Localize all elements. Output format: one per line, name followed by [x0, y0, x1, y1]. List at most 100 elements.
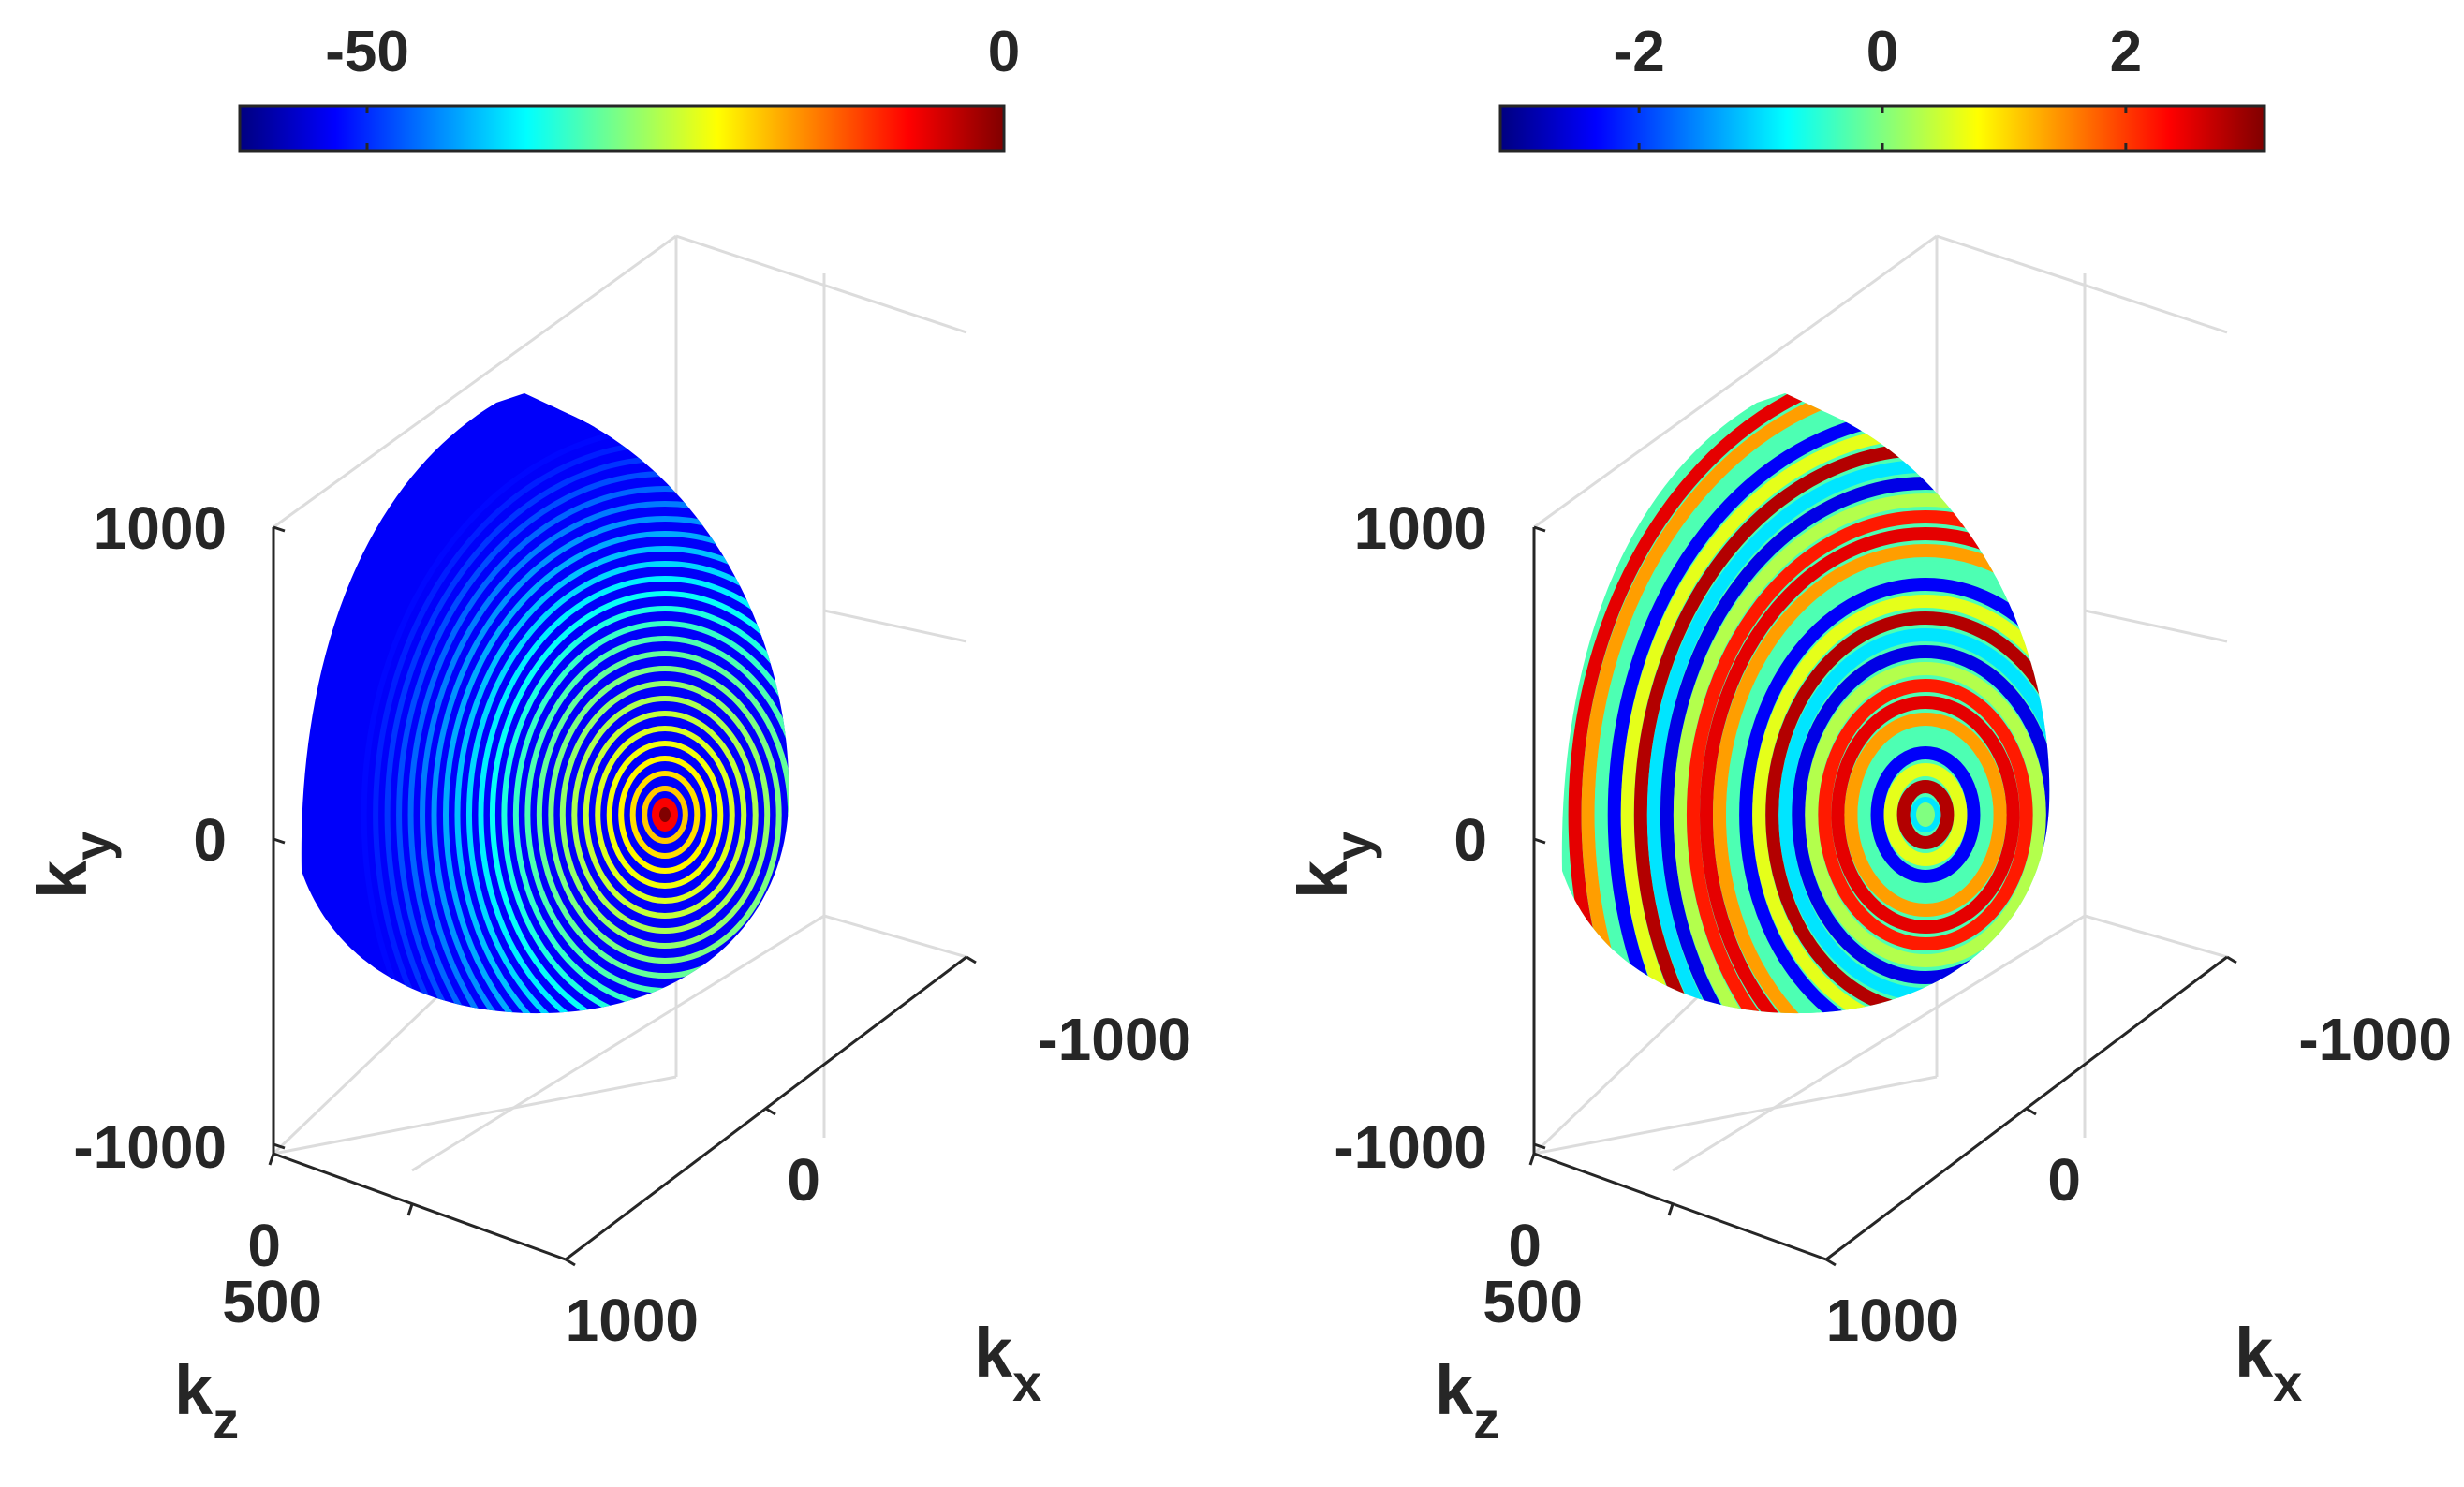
x-tick	[966, 955, 977, 964]
surface-ring	[1673, 493, 2050, 1014]
surface-ring	[642, 786, 688, 844]
x-tick-label: -1000	[2298, 1006, 2452, 1073]
z-axis-line	[273, 1152, 567, 1261]
surface-ring	[583, 711, 747, 919]
surface-ring	[1883, 763, 1968, 866]
z-tick	[1667, 1203, 1675, 1216]
x-axis-label-base: k	[974, 1314, 1013, 1391]
y-axis-label-base: k	[23, 860, 101, 899]
surface-ring	[1896, 780, 1955, 849]
surface-ring	[1713, 544, 2050, 1014]
grid-line	[2084, 914, 2228, 959]
grid-line	[823, 609, 967, 643]
x-tick-label: 0	[787, 1146, 820, 1214]
surface-ring	[1792, 645, 2050, 984]
surface-ring	[420, 501, 789, 1014]
x-axis-label-subscript: x	[1012, 1353, 1041, 1412]
z-tick-label: 0	[247, 1212, 281, 1279]
surface-ring	[618, 756, 712, 874]
surface-peak-core	[659, 807, 671, 822]
surface-ring	[1857, 729, 1994, 900]
x-tick	[2026, 1107, 2037, 1116]
x-tick	[765, 1107, 776, 1116]
z-axis-label: kz	[1435, 1351, 1499, 1450]
x-axis-label-subscript: x	[2273, 1353, 2302, 1412]
surface-ring	[1739, 578, 2050, 1014]
surface-peak	[1916, 802, 1935, 827]
colorbar-tick-label: 2	[2110, 20, 2142, 84]
y-tick	[1533, 1142, 1546, 1150]
x-tick	[2226, 955, 2237, 964]
grid-line	[1672, 914, 2086, 1172]
z-axis-label-base: k	[174, 1351, 214, 1429]
surface-ring	[454, 546, 789, 1014]
surface-ring	[1686, 510, 2050, 1014]
grid-line	[1533, 1075, 1938, 1156]
surface-ring	[559, 681, 771, 949]
surface-ring	[548, 666, 782, 964]
surface-ring	[629, 771, 701, 859]
y-axis-label: ky	[1284, 832, 1382, 899]
z-tick	[268, 1153, 275, 1166]
surface-ring	[1752, 595, 2050, 1014]
z-axis-line	[1533, 1152, 1827, 1261]
z-axis-label: kz	[174, 1351, 239, 1450]
colorbar-bar	[238, 104, 1006, 153]
x-tick-label: 1000	[1826, 1287, 1959, 1354]
x-axis-label-base: k	[2235, 1314, 2274, 1391]
grid-line	[273, 1075, 677, 1156]
surface-ring	[606, 741, 724, 889]
grid-line	[1533, 234, 1938, 529]
z-tick-label: 500	[222, 1268, 322, 1335]
x-axis-label: kx	[2235, 1314, 2302, 1412]
y-axis-label-base: k	[1284, 860, 1362, 899]
y-tick	[1533, 837, 1546, 845]
y-tick-label: 0	[193, 806, 227, 874]
y-tick-label: -1000	[73, 1113, 227, 1181]
grid-line	[675, 234, 967, 334]
grid-line	[273, 234, 677, 529]
surface-ring	[501, 606, 789, 1014]
y-tick	[1533, 525, 1546, 533]
surface-ring	[1726, 561, 2050, 1014]
y-axis-label-subscript: y	[1323, 832, 1382, 861]
surface-ring	[1870, 746, 1981, 883]
colorbar: -50 0	[238, 20, 1020, 153]
y-axis-label-subscript: y	[63, 832, 122, 861]
surface-ring	[1700, 527, 2050, 1014]
x-axis-line	[1825, 955, 2228, 1261]
surface-ring	[478, 576, 789, 1014]
surface-ring	[595, 726, 735, 904]
z-tick-label: 0	[1508, 1212, 1542, 1279]
surface-ring	[536, 651, 789, 979]
surface-ring	[443, 531, 789, 1014]
surface-body	[1561, 393, 2050, 1014]
x-tick-label: 0	[2047, 1146, 2081, 1214]
y-tick-label: 1000	[94, 494, 227, 562]
surface-ring	[1568, 393, 2050, 1014]
y-tick	[273, 525, 286, 533]
y-tick	[273, 1142, 286, 1150]
x-tick	[1825, 1258, 1837, 1267]
colorbar: -2 0 2	[1498, 20, 2266, 153]
grid-line	[2084, 609, 2228, 643]
surface-ring	[571, 696, 759, 934]
z-tick	[1528, 1153, 1536, 1166]
y-tick-label: 1000	[1354, 494, 1487, 562]
colorbar-tick-label: 0	[988, 20, 1020, 84]
surface-ring	[489, 591, 789, 1014]
x-tick	[565, 1258, 576, 1267]
grid-line	[823, 914, 967, 959]
z-tick	[406, 1203, 414, 1216]
surface-ring	[1660, 477, 2050, 1014]
surface	[301, 393, 789, 1014]
z-axis-label-base: k	[1435, 1351, 1474, 1429]
y-tick	[273, 837, 286, 845]
surface-ring	[1831, 696, 2020, 934]
surface-ring	[326, 393, 789, 1014]
surface-ring	[1581, 393, 2050, 1014]
